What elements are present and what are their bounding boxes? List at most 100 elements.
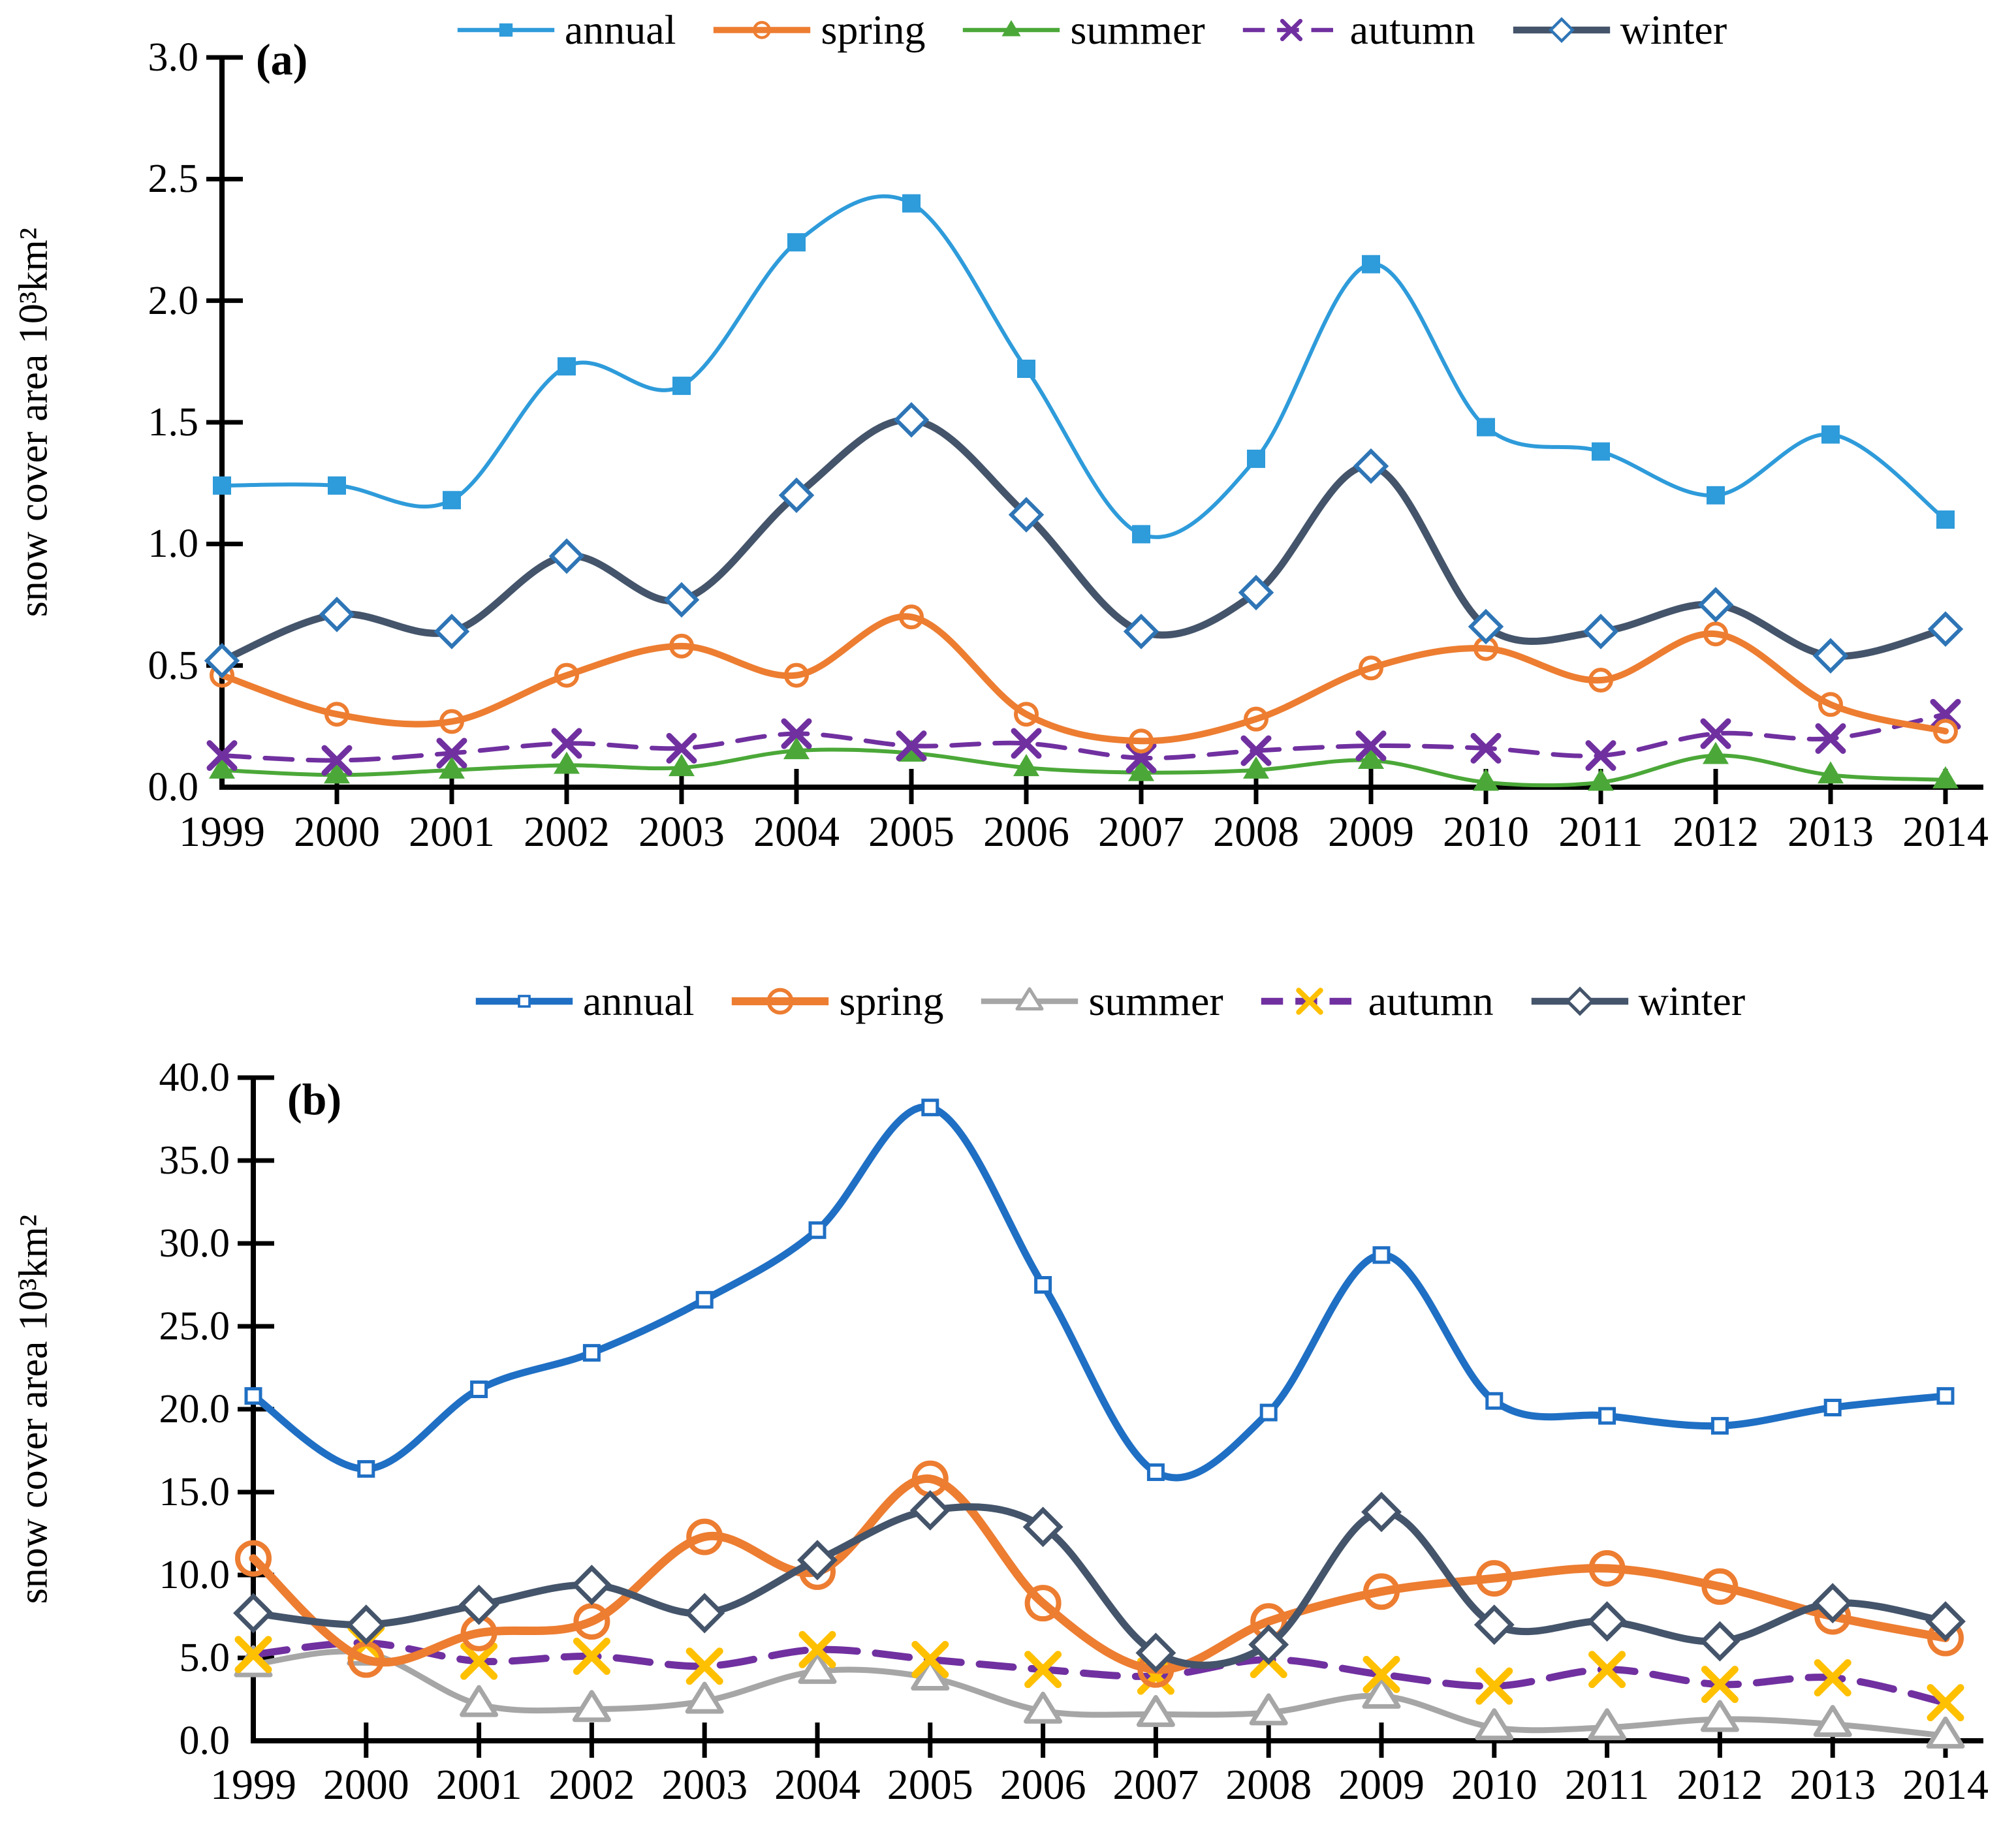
chart-b-marker-winter bbox=[684, 1593, 725, 1634]
chart-a-marker-winter bbox=[1008, 497, 1045, 533]
chart-b-marker-winter bbox=[571, 1565, 612, 1606]
chart-a-marker-autumn bbox=[206, 740, 238, 772]
chart-a-x-tick-label: 2002 bbox=[524, 808, 610, 856]
chart-a-marker-autumn bbox=[436, 738, 467, 769]
chart-b-marker-annual bbox=[1146, 1463, 1165, 1482]
chart-a-marker-winter bbox=[548, 538, 585, 574]
chart-b-marker-summer bbox=[1136, 1694, 1175, 1727]
chart-b-marker-annual bbox=[1259, 1403, 1278, 1422]
chart-a-marker-spring bbox=[1129, 728, 1154, 754]
chart-a-marker-annual bbox=[902, 194, 921, 213]
chart-a-marker-summer bbox=[1932, 766, 1959, 788]
chart-b-marker-annual bbox=[470, 1380, 488, 1399]
legend-marker-annual bbox=[518, 995, 531, 1008]
chart-b-marker-spring bbox=[1475, 1560, 1513, 1597]
chart-b-marker-winter bbox=[1925, 1601, 1966, 1642]
chart-a-x-tick-label: 2000 bbox=[294, 808, 380, 856]
chart-a-marker-spring bbox=[669, 633, 694, 659]
chart-a-marker-annual bbox=[787, 233, 806, 252]
chart-b-marker-winter bbox=[797, 1540, 838, 1581]
chart-a-y-tick-label: 3.0 bbox=[148, 35, 199, 80]
chart-a-x-tick-label: 2013 bbox=[1788, 808, 1874, 856]
chart-b-y-tick-label: 40.0 bbox=[159, 1055, 230, 1100]
chart-a-marker-winter bbox=[204, 642, 240, 679]
chart-a-marker-autumn bbox=[896, 730, 927, 762]
chart-b-x-tick-label: 2014 bbox=[1902, 1761, 1989, 1809]
legend-label-autumn: autumn bbox=[1349, 7, 1475, 53]
chart-a-series-summer bbox=[209, 737, 1959, 791]
legend-marker-autumn bbox=[1295, 988, 1323, 1015]
chart-b-marker-spring bbox=[235, 1540, 272, 1577]
chart-b-marker-spring bbox=[1701, 1568, 1739, 1605]
legend-item-winter-a: winter bbox=[1509, 8, 1727, 52]
chart-a-marker-spring bbox=[1933, 719, 1958, 744]
y-axis-title-b: snow cover area 10³km² bbox=[11, 1214, 56, 1604]
chart-b-y-tick-label: 0.0 bbox=[179, 1719, 230, 1763]
chart-a-marker-spring bbox=[784, 663, 809, 688]
legend-marker-summer-icon bbox=[981, 987, 1079, 1011]
chart-b-marker-spring bbox=[1024, 1585, 1062, 1622]
chart-b-marker-summer bbox=[911, 1658, 950, 1691]
chart-a-marker-winter bbox=[663, 582, 700, 618]
chart-b-line-summer bbox=[250, 1648, 1949, 1739]
chart-a-plot bbox=[204, 55, 1983, 804]
legend-marker-winter-icon bbox=[1513, 17, 1610, 43]
legend-marker-summer bbox=[1016, 987, 1044, 1011]
chart-b-marker-summer bbox=[1475, 1708, 1514, 1741]
legend-marker-winter-icon bbox=[1531, 986, 1628, 1016]
legend-a: annual spring summer autumn winter bbox=[222, 0, 1959, 60]
chart-b-marker-summer bbox=[460, 1685, 499, 1717]
chart-b-x-tick-label: 2002 bbox=[548, 1761, 635, 1809]
legend-item-winter-b: winter bbox=[1528, 980, 1745, 1023]
chart-b-marker-annual bbox=[357, 1459, 375, 1478]
chart-b-marker-annual bbox=[1936, 1387, 1955, 1405]
legend-item-spring-a: spring bbox=[710, 8, 925, 52]
chart-b-x-tick-label: 2006 bbox=[1000, 1761, 1086, 1809]
chart-a-marker-annual bbox=[443, 491, 461, 510]
chart-a-marker-summer bbox=[1128, 758, 1154, 781]
chart-a-marker-spring bbox=[1359, 655, 1383, 681]
chart-a-marker-annual bbox=[558, 357, 576, 376]
chart-b-marker-annual bbox=[921, 1099, 939, 1117]
chart-b-x-tick-label: 2001 bbox=[435, 1761, 522, 1809]
chart-b-marker-summer bbox=[1700, 1700, 1739, 1732]
chart-b-marker-annual bbox=[1372, 1246, 1391, 1264]
chart-b-y-tick-label: 35.0 bbox=[159, 1138, 230, 1183]
chart-b-x-tick-label: 2010 bbox=[1451, 1761, 1537, 1809]
chart-a-marker-annual bbox=[1362, 255, 1380, 273]
chart-a-series-autumn bbox=[206, 698, 1961, 776]
legend-marker-annual-icon bbox=[475, 995, 573, 1008]
chart-a-marker-winter bbox=[1123, 614, 1159, 649]
chart-a-y-tick-label: 2.0 bbox=[148, 278, 199, 323]
chart-b-marker-annual bbox=[1823, 1398, 1842, 1416]
chart-a-x-tick-label: 2007 bbox=[1098, 808, 1184, 856]
chart-b-series-annual bbox=[244, 1099, 1955, 1482]
legend-marker-summer-icon bbox=[963, 20, 1060, 37]
chart-a-marker-annual bbox=[328, 476, 346, 495]
chart-b-x-tick-label: 1999 bbox=[210, 1761, 296, 1809]
chart-a-marker-summer bbox=[1013, 754, 1039, 777]
chart-b-marker-autumn bbox=[460, 1642, 498, 1680]
chart-a-marker-winter bbox=[778, 477, 815, 514]
chart-a-line-autumn bbox=[219, 711, 1948, 763]
legend-label-annual: annual bbox=[564, 7, 676, 53]
legend-item-autumn-a: autumn bbox=[1239, 8, 1475, 52]
chart-b-x-tick-label: 2000 bbox=[323, 1761, 409, 1809]
chart-b-marker-autumn bbox=[1362, 1655, 1400, 1693]
chart-a-marker-autumn bbox=[1585, 740, 1616, 772]
chart-a-marker-annual bbox=[672, 377, 691, 396]
legend-item-spring-b: spring bbox=[728, 980, 943, 1023]
chart-a-marker-winter bbox=[1927, 611, 1964, 647]
chart-a-marker-autumn bbox=[1815, 723, 1846, 754]
chart-b-marker-summer bbox=[1926, 1716, 1965, 1749]
chart-a-marker-summer bbox=[669, 754, 695, 777]
chart-b-marker-summer bbox=[572, 1690, 611, 1723]
legend-marker-winter bbox=[1548, 17, 1575, 43]
chart-b-marker-autumn bbox=[1701, 1666, 1739, 1704]
chart-a-marker-autumn bbox=[1355, 730, 1387, 762]
chart-a-marker-autumn bbox=[321, 745, 353, 776]
chart-a-marker-winter bbox=[1812, 638, 1849, 674]
chart-a-marker-spring bbox=[1588, 668, 1613, 693]
chart-a-marker-autumn bbox=[1240, 735, 1272, 766]
chart-b-marker-autumn bbox=[573, 1637, 610, 1675]
